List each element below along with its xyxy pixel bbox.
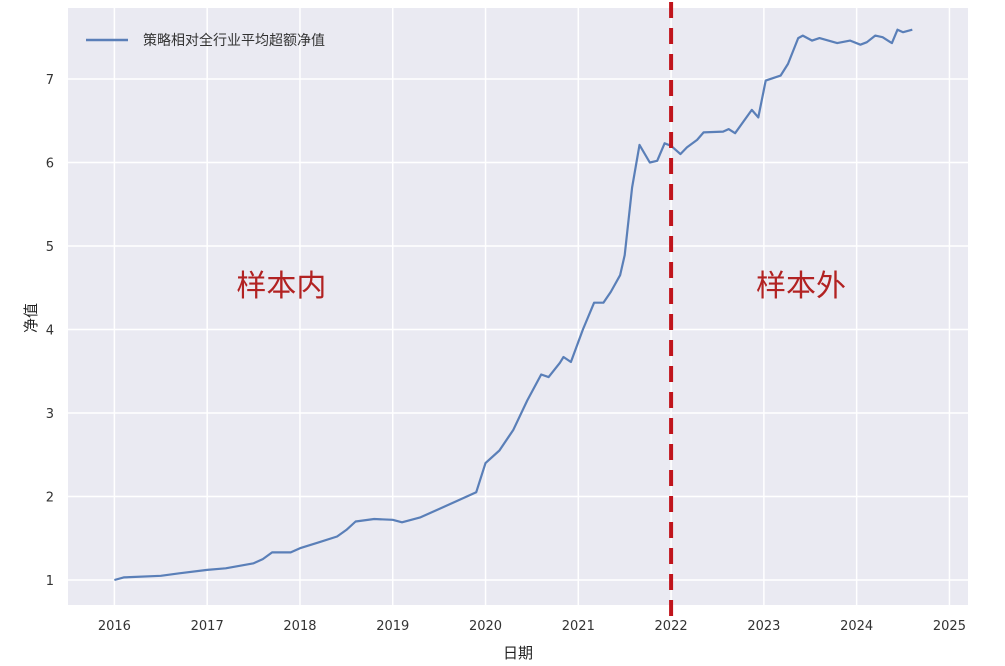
out-of-sample-annotation: 样本外 (756, 269, 846, 304)
y-tick-label: 6 (46, 156, 54, 171)
y-tick-label: 3 (46, 407, 54, 422)
x-tick-label: 2018 (283, 619, 316, 634)
x-tick-label: 2024 (840, 619, 873, 634)
x-tick-label: 2021 (562, 619, 595, 634)
y-tick-label: 7 (46, 73, 54, 88)
y-axis-label: 净值 (22, 303, 40, 333)
y-tick-label: 2 (46, 490, 54, 505)
gridlines (68, 8, 968, 605)
x-tick-label: 2025 (933, 619, 966, 634)
y-tick-label: 4 (46, 323, 54, 338)
y-tick-label: 1 (46, 574, 54, 589)
x-tick-label: 2017 (191, 619, 224, 634)
plot-background (68, 8, 968, 605)
legend-label: 策略相对全行业平均超额净值 (143, 32, 325, 49)
y-axis-ticks: 1 2 3 4 5 6 7 (46, 73, 54, 589)
x-tick-label: 2019 (376, 619, 409, 634)
y-tick-label: 5 (46, 240, 54, 255)
x-axis-label: 日期 (503, 644, 533, 662)
x-tick-label: 2020 (469, 619, 502, 634)
in-sample-annotation: 样本内 (236, 269, 326, 304)
legend: 策略相对全行业平均超额净值 (86, 32, 325, 49)
x-tick-label: 2023 (747, 619, 780, 634)
x-tick-label: 2022 (655, 619, 688, 634)
series-line (114, 28, 913, 582)
x-tick-label: 2016 (98, 619, 131, 634)
x-axis-ticks: 2016 2017 2018 2019 2020 2021 2022 2023 2024 2025 (98, 619, 966, 634)
